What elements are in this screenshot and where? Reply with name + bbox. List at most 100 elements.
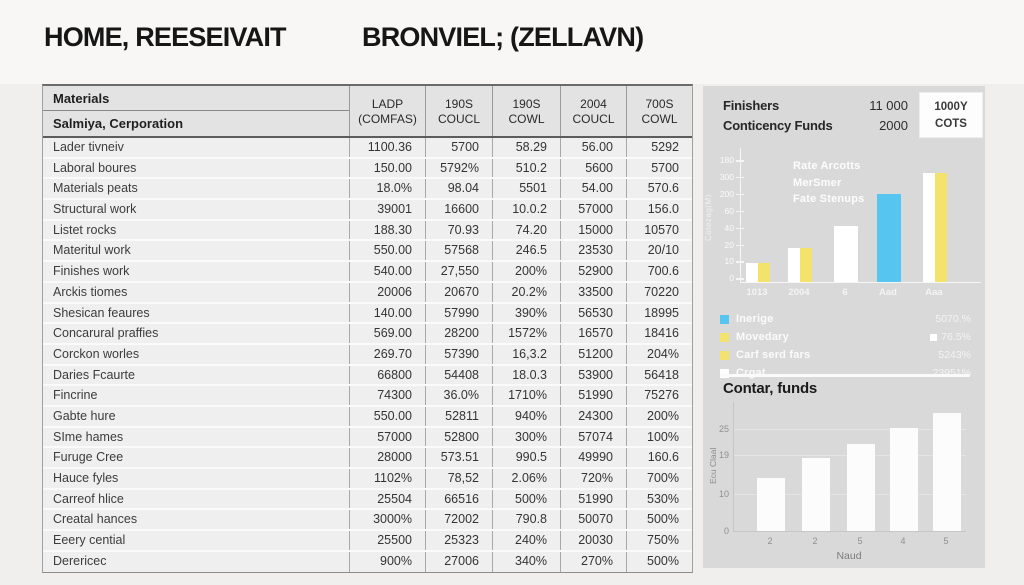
column-header-line2: COWL [508, 111, 545, 126]
column-header-line1: 2004 [580, 96, 607, 111]
row-cell: 16570 [560, 324, 626, 343]
x-tick-label: Aaa [925, 287, 943, 298]
row-cell: 18416 [626, 324, 692, 343]
column-header-line2: (COMFAS) [358, 111, 417, 126]
column-header-line1: 700S [645, 96, 674, 111]
yellow-bar [800, 248, 812, 282]
table-row: Corckon worles 269.70 57390 16,3.2 51200 204% [43, 344, 692, 366]
summary-panel: Finishers 11 000 Conticency Funds 2000 1… [703, 86, 985, 568]
row-cell: 1572% [492, 324, 560, 343]
row-cell: 390% [492, 303, 560, 323]
row-cell: 940% [492, 406, 560, 426]
row-cell: 24300 [560, 406, 626, 426]
row-cell: 500% [492, 489, 560, 509]
row-cell: 20670 [425, 282, 492, 302]
row-cell: 25323 [425, 531, 492, 550]
legend-value: 76.5% [930, 331, 971, 343]
white-bar [890, 428, 918, 531]
chart1-x-axis: 1013 2004 6 Aad Aaa [703, 287, 985, 301]
row-cell: 573.51 [425, 448, 492, 467]
white-legend-chip [720, 368, 729, 378]
row-cell: 57000 [560, 200, 626, 219]
yellow-legend-chip [720, 332, 729, 342]
column-header: 2004 COUCL [560, 86, 626, 136]
row-cell: 57568 [425, 241, 492, 261]
row-cell: 52800 [425, 427, 492, 447]
table-row: SIme hames 57000 52800 300% 57074 100% [43, 427, 692, 449]
column-header-line2: COWL [641, 111, 678, 126]
row-cell: 1710% [492, 386, 560, 405]
x-tick-label: 5 [943, 536, 949, 546]
row-name: Lader tivneiv [53, 140, 124, 154]
white-bar [847, 444, 875, 531]
table-row: Shesican feaures 140.00 57990 390% 56530 1899… [43, 303, 692, 325]
row-cell: 20030 [560, 531, 626, 550]
row-name: Eeery cential [53, 533, 126, 548]
row-cell: 270% [560, 551, 626, 573]
row-cell: 51990 [560, 489, 626, 509]
white-bar [788, 248, 800, 282]
bar-group [788, 248, 812, 282]
row-cell: 569.00 [349, 324, 425, 343]
row-cell: 5600 [560, 158, 626, 178]
chart1-legend-entry: Rate Arcotts [793, 160, 861, 172]
bar-group [877, 194, 901, 282]
column-header: 190S COUCL [425, 86, 492, 136]
row-cell: 56530 [560, 303, 626, 323]
row-cell: 66800 [349, 365, 425, 385]
x-tick-label: 5 [857, 536, 863, 546]
row-name: Furuge Cree [53, 450, 124, 465]
chart1-plot-area: Rate Arcotts MerSmer Fate Stenups [740, 148, 981, 283]
panel-divider [720, 374, 970, 377]
row-name: Laboral boures [53, 160, 137, 175]
table-row: Finishes work 540.00 27,550 200% 52900 700.6 [43, 262, 692, 283]
row-cell: 27,550 [425, 262, 492, 281]
chart2-x-axis: 2 2 5 4 5 [733, 536, 965, 548]
row-cell: 98.04 [425, 179, 492, 199]
legend-value: 5243% [938, 349, 971, 361]
y-tick-label: 180 [719, 155, 734, 165]
column-header-line2: COUCL [572, 111, 615, 126]
row-cell: 150.00 [349, 158, 425, 178]
row-cell: 510.2 [492, 158, 560, 178]
chart2-title: Contar, funds [723, 380, 818, 397]
row-cell: 5792% [425, 158, 492, 178]
row-cell: 1102% [349, 469, 425, 488]
row-name: Shesican feaures [53, 305, 150, 320]
bar-group [746, 263, 770, 282]
row-cell: 540.00 [349, 262, 425, 281]
legend-value: 5070.% [935, 313, 971, 325]
chart1-legend-entry: MerSmer [793, 176, 842, 189]
legend-label: Inerige [736, 313, 774, 325]
column-header-line2: COUCL [437, 111, 480, 126]
table-row: Carreof hlice 25504 66516 500% 51990 530% [43, 489, 692, 511]
y-tick-label: 0 [723, 526, 729, 536]
row-cell: 790.8 [492, 510, 560, 530]
row-cell: 5501 [492, 179, 560, 199]
row-name: Gabte hure [53, 408, 116, 423]
table-row: Derericec 900% 27006 340% 270% 500% [43, 551, 692, 573]
x-tick-label: 6 [842, 287, 848, 298]
row-cell: 57000 [349, 427, 425, 447]
table-row: Creatal hances 3000% 72002 790.8 50070 500% [43, 510, 692, 532]
row-cell: 56418 [626, 365, 692, 385]
y-tick-label: 20 [724, 239, 734, 250]
row-cell: 15000 [560, 220, 626, 240]
row-name: Hauce fyles [53, 471, 119, 485]
table-row: Gabte hure 550.00 52811 940% 24300 200% [43, 406, 692, 428]
row-name: SIme hames [53, 429, 124, 444]
white-bar [802, 458, 830, 531]
blue-bar [877, 194, 901, 282]
row-cell: 52811 [425, 406, 492, 426]
column-header: 190S COWL [492, 86, 560, 136]
table-row: Eeery cential 25500 25323 240% 20030 750% [43, 531, 692, 552]
row-cell: 70.93 [425, 220, 492, 240]
table-header-name-cell: Materials Salmiya, Cerporation [43, 86, 349, 136]
info-label-finishers: Finishers [723, 98, 779, 113]
row-name: Fincrine [53, 388, 98, 403]
row-cell: 20006 [349, 282, 425, 302]
yellow-bar [758, 263, 770, 282]
y-tick-label: 60 [724, 205, 734, 216]
row-cell: 20/10 [626, 241, 692, 261]
row-cell: 500% [626, 551, 692, 573]
